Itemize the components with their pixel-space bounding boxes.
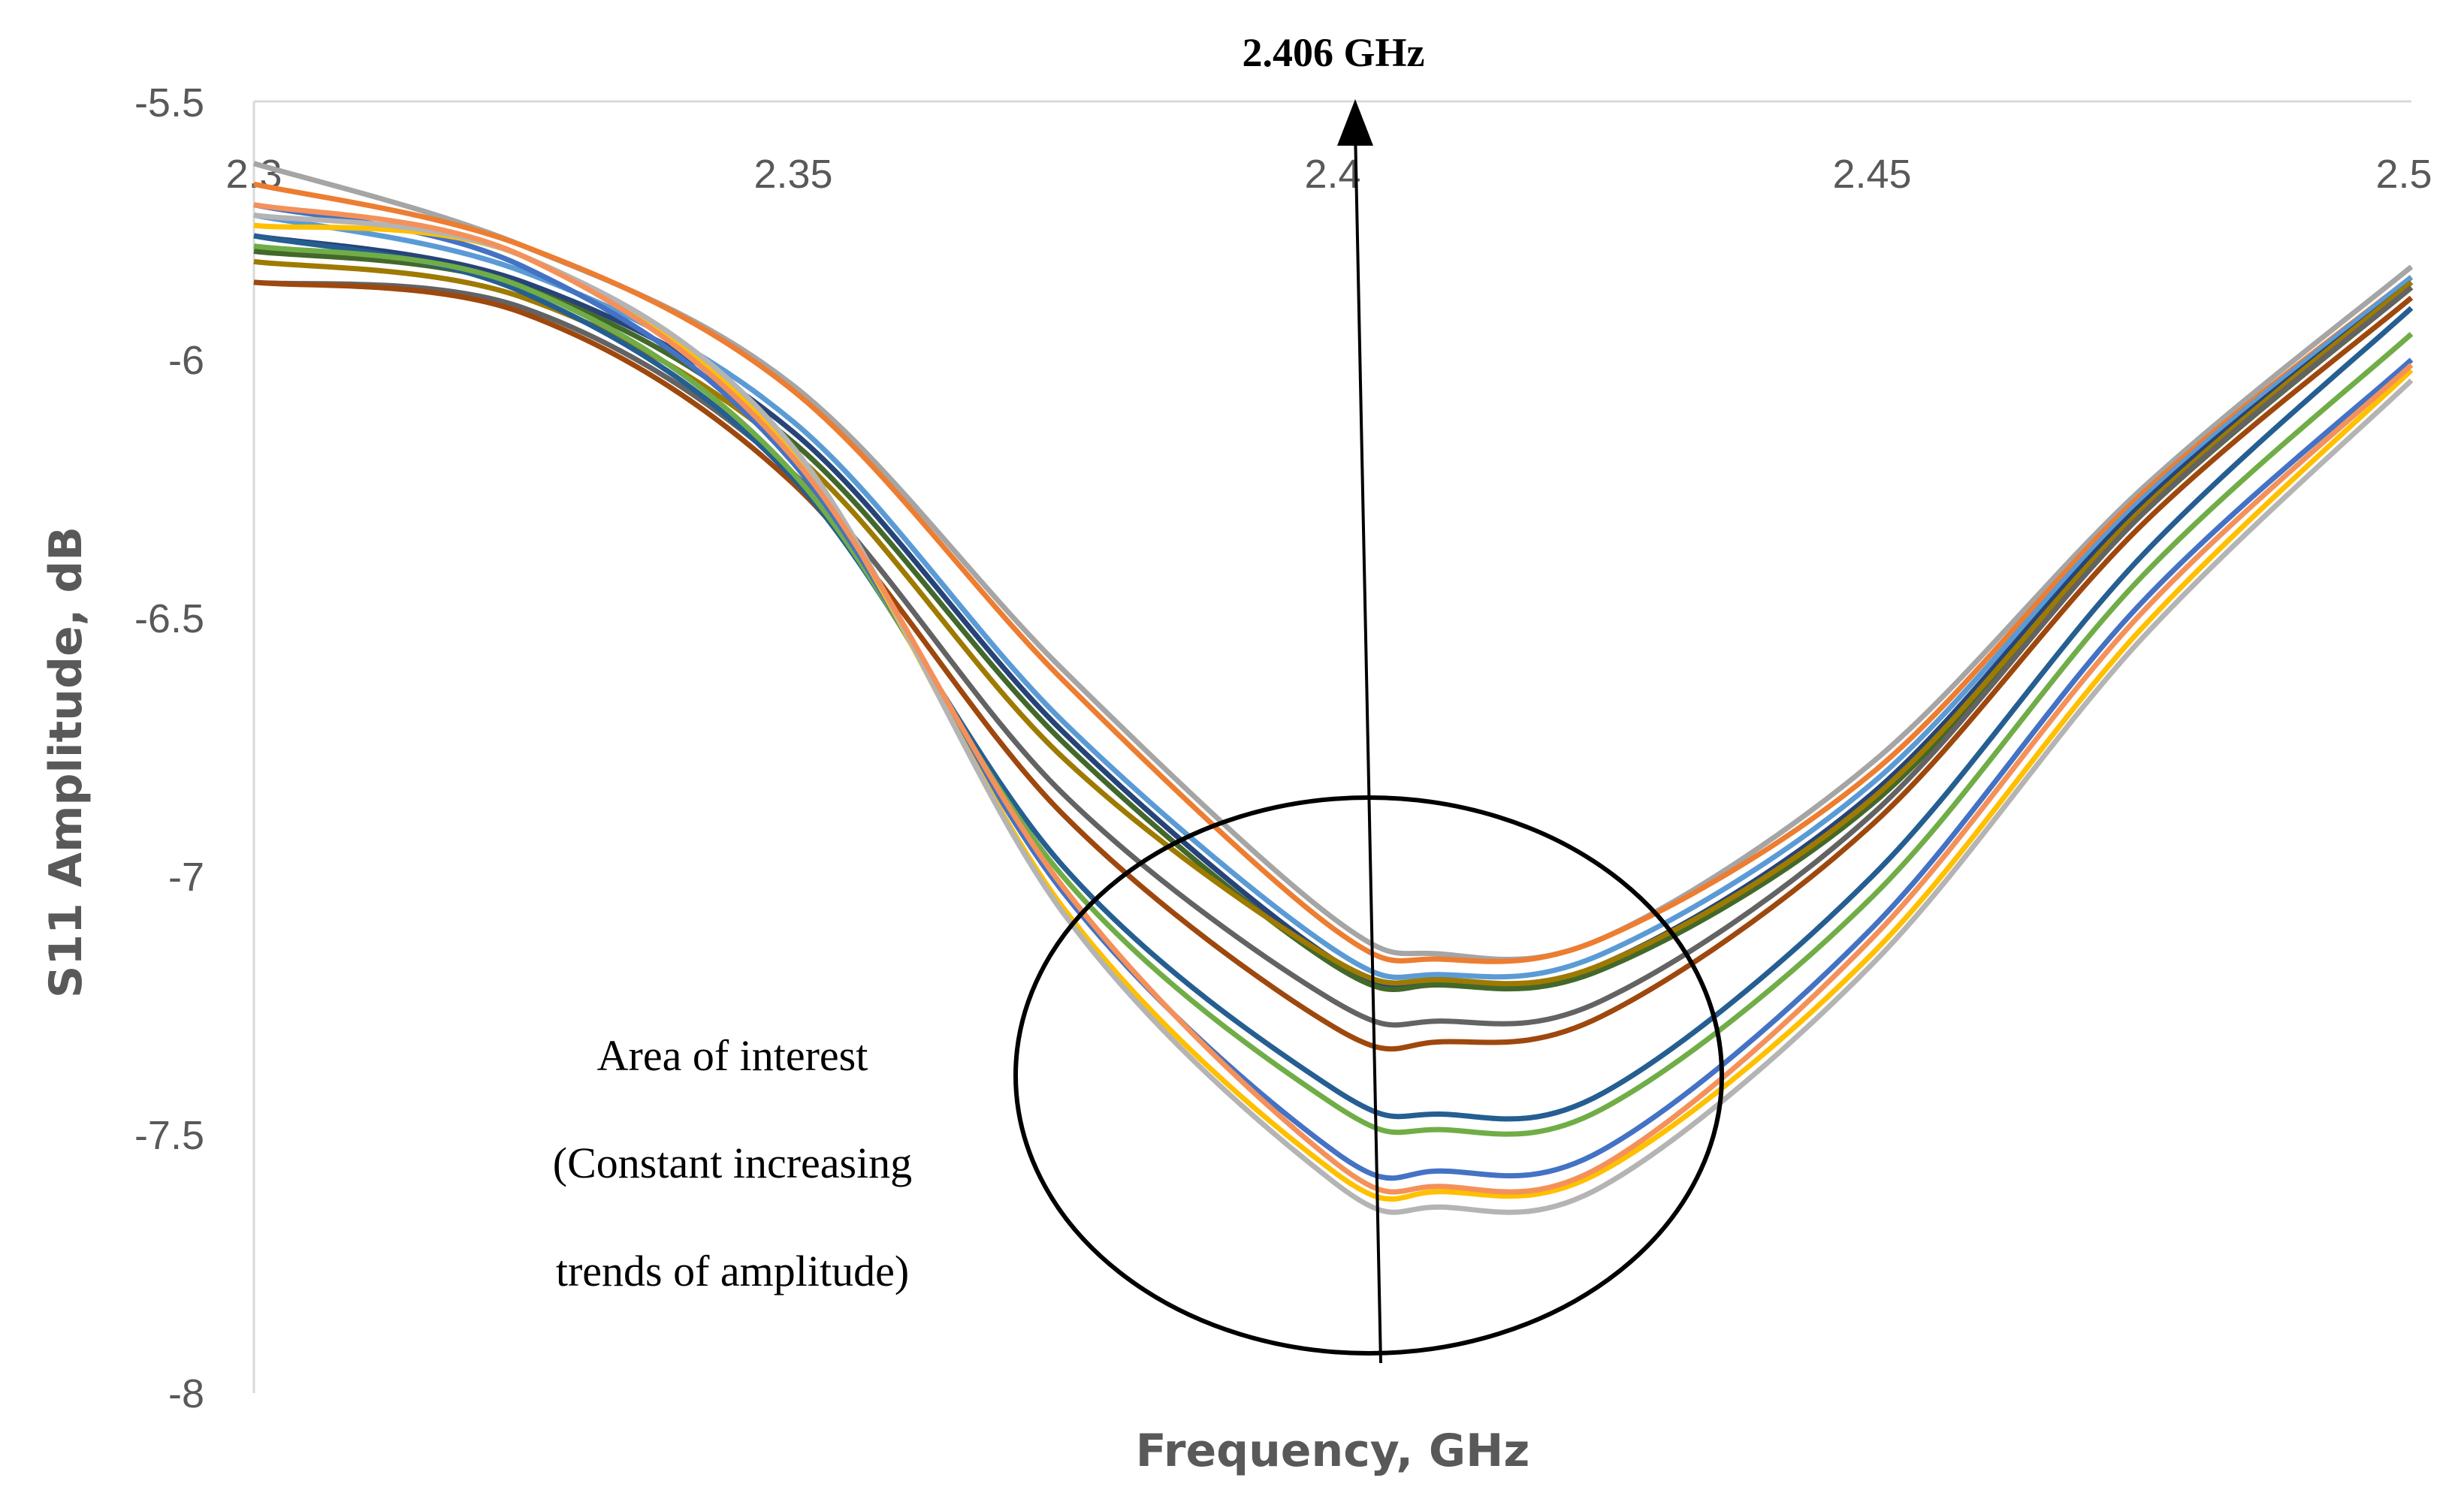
x-tick-label: 2.45 xyxy=(1832,152,1911,197)
series-line-6 xyxy=(253,258,2414,987)
y-tick-labels: -5.5 -6 -6.5 -7 -7.5 -8 xyxy=(134,80,204,1416)
y-axis-title: S11 Amplitude, dB xyxy=(40,526,92,998)
y-tick-label: -7.5 xyxy=(134,1113,204,1158)
series-line-13 xyxy=(253,212,2414,1215)
x-tick-label: 2.35 xyxy=(753,152,832,197)
series-layer xyxy=(252,161,2414,1215)
area-of-interest-ellipse xyxy=(1013,795,1724,1356)
y-tick-label: -6 xyxy=(168,338,204,383)
x-tick-label: 2.5 xyxy=(2375,152,2432,197)
area-title-text: Area of interest xyxy=(597,1031,868,1080)
series-line-11 xyxy=(253,202,2414,1181)
y-tick-label: -7 xyxy=(168,855,204,900)
series-line-8 xyxy=(253,279,2414,1052)
x-tick-label: 2.4 xyxy=(1304,152,1360,197)
y-tick-label: -8 xyxy=(168,1371,204,1416)
peak-frequency-label: 2.406 GHz xyxy=(1243,30,1425,75)
series-line-12 xyxy=(253,222,2414,1202)
series-line-4 xyxy=(253,233,2414,988)
peak-arrow-shaft xyxy=(1354,128,1382,1364)
series-line-14 xyxy=(253,202,2414,1195)
y-tick-label: -6.5 xyxy=(134,596,204,641)
y-tick-label: -5.5 xyxy=(134,80,204,125)
x-axis-title: Frequency, GHz xyxy=(1136,1425,1530,1477)
x-tick-labels: 2.3 2.35 2.4 2.45 2.5 xyxy=(225,152,2432,197)
area-line1-text: (Constant increasing xyxy=(553,1139,912,1187)
series-line-7 xyxy=(253,279,2414,1028)
peak-arrow-head xyxy=(1337,99,1373,146)
series-line-9 xyxy=(253,233,2414,1122)
area-line2-text: trends of amplitude) xyxy=(556,1247,909,1295)
